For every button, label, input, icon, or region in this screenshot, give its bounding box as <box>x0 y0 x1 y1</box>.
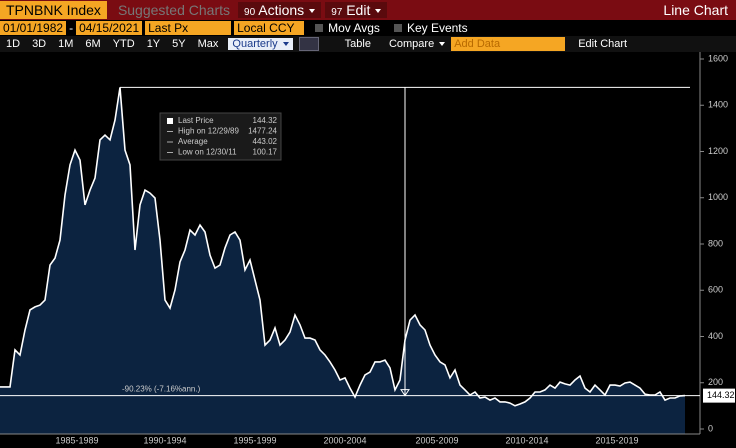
legend-label: High on 12/29/89 <box>178 127 239 136</box>
title-bar: TPNBNK Index Suggested Charts 90 Actions… <box>0 0 736 20</box>
table-button[interactable]: Table <box>344 38 371 50</box>
x-tick-label: 2005-2009 <box>415 435 458 445</box>
actions-menu[interactable]: 90 Actions <box>238 2 322 18</box>
menu-label: Actions <box>258 2 305 18</box>
period-button[interactable]: 1D <box>6 38 21 50</box>
mov-avgs[interactable]: Mov Avgs <box>328 21 380 35</box>
compare-label: Compare <box>388 38 435 50</box>
line <box>0 87 686 407</box>
legend-value: 1477.24 <box>248 127 277 136</box>
last-price-tag <box>703 388 735 403</box>
chart-type: Line Chart <box>663 2 728 18</box>
frequency[interactable]: Quarterly <box>228 38 293 50</box>
arrow-head <box>400 389 410 397</box>
edit-chart[interactable]: Edit Chart <box>578 38 628 50</box>
last-price-label: 144.32 <box>707 390 735 400</box>
y-tick-label: 0 <box>708 423 713 433</box>
compare-menu[interactable]: Compare <box>383 38 451 50</box>
field[interactable]: Last Px <box>145 21 232 35</box>
range-bar: 01/01/1982 - 04/15/2021 Last Px Local CC… <box>0 20 736 36</box>
period-button[interactable]: 6M <box>85 38 101 50</box>
end-date[interactable]: 04/15/2021 <box>76 21 143 35</box>
period-button[interactable]: 1Y <box>146 38 161 50</box>
y-tick-label: 800 <box>708 238 723 248</box>
separator: - <box>69 21 74 35</box>
menu-number: 97 <box>331 7 343 18</box>
y-tick-label: 1600 <box>708 53 728 63</box>
x-tick-label: 1995-1999 <box>233 435 276 445</box>
currency[interactable]: Local CCY <box>234 21 305 35</box>
y-tick-label: 400 <box>708 331 723 341</box>
menu-number: 90 <box>244 7 256 18</box>
legend-label: Average <box>178 137 208 146</box>
menu-label: Edit <box>346 2 371 18</box>
add-data[interactable]: Add Data <box>451 37 566 51</box>
legend-label: Last Price <box>178 116 214 125</box>
security[interactable]: TPNBNK Index <box>0 1 107 19</box>
period-button[interactable]: Max <box>197 38 219 50</box>
x-tick-label: 2010-2014 <box>505 435 548 445</box>
period-button[interactable]: YTD <box>112 38 135 50</box>
x-tick-label: 2000-2004 <box>323 435 366 445</box>
legend-value: 443.02 <box>253 137 278 146</box>
legend-marker <box>167 118 173 124</box>
legend-box <box>159 112 282 161</box>
period-bar: 1D 3D 1M 6M YTD 1Y 5Y Max Quarterly Table Compa… <box>0 36 736 52</box>
y-tick-label: 1200 <box>708 146 728 156</box>
area <box>0 87 685 435</box>
x-tick-label: 1985-1989 <box>55 435 98 445</box>
x-tick-label: 1990-1994 <box>143 435 186 445</box>
period-button[interactable]: 3D <box>32 38 47 50</box>
y-tick-label: 1000 <box>708 192 728 202</box>
checkbox[interactable] <box>393 24 402 32</box>
legend-value: 100.17 <box>253 148 278 157</box>
periods: 1D 3D 1M 6M YTD 1Y 5Y Max <box>0 38 224 50</box>
period-button[interactable]: 5Y <box>172 38 186 50</box>
legend-value: 144.32 <box>253 116 278 125</box>
y-tick-label: 200 <box>708 377 723 387</box>
chart: 0 200 400 600 800 1000 1200 1400 1600 1985-1989 19… <box>0 52 736 448</box>
legend-label: Low on 12/30/11 <box>178 148 237 157</box>
checkbox[interactable] <box>315 24 324 32</box>
period-button[interactable]: 1M <box>58 38 74 50</box>
change-annotation: -90.23% (-7.16%ann.) <box>122 385 201 394</box>
x-tick-label: 2015-2019 <box>595 435 638 445</box>
chart-icon[interactable] <box>298 37 319 51</box>
key-events[interactable]: Key Events <box>406 21 468 35</box>
frequency-label: Quarterly <box>232 38 278 50</box>
y-tick-label: 1400 <box>708 100 728 110</box>
suggested-charts[interactable]: Suggested Charts <box>117 2 231 18</box>
y-tick-label: 600 <box>708 285 723 295</box>
start-date[interactable]: 01/01/1982 <box>0 21 67 35</box>
edit-menu[interactable]: 97 Edit <box>325 2 388 18</box>
